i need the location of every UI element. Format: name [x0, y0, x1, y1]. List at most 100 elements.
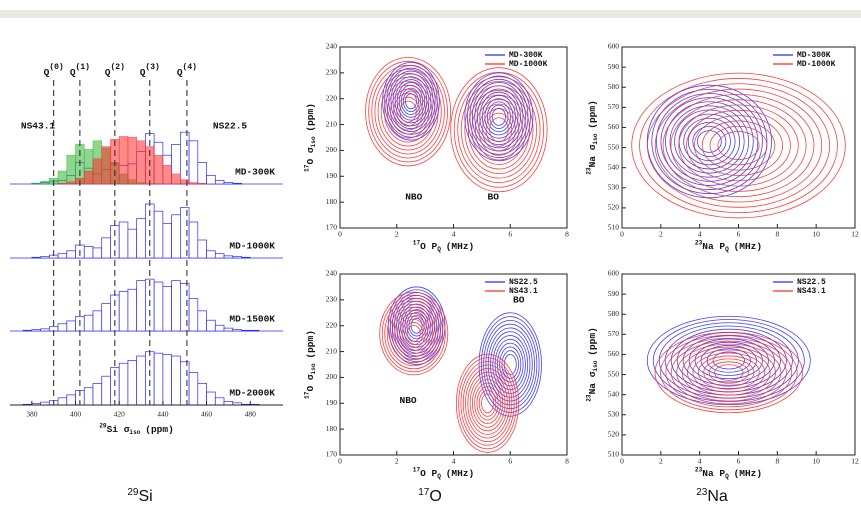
- contour-line: [491, 107, 506, 126]
- subscript: Q: [437, 245, 441, 252]
- x-tick-label: 12: [851, 230, 859, 239]
- annotation: NBO: [400, 395, 417, 406]
- contour-line: [489, 104, 509, 129]
- bar: [118, 221, 129, 259]
- contour-line: [374, 68, 442, 155]
- bar: [153, 281, 164, 332]
- label-base: Na σ: [587, 144, 598, 167]
- contour-line: [662, 93, 815, 198]
- x-tick-label: 8: [565, 230, 569, 239]
- y-tick-label: 510: [608, 223, 620, 232]
- contours: [646, 315, 811, 414]
- series-label: MD-2000K: [229, 388, 275, 399]
- overlay-bar: [66, 181, 76, 185]
- y-tick-label: 240: [326, 42, 338, 51]
- y-tick-label: 550: [608, 142, 620, 151]
- bar: [31, 329, 41, 332]
- contour-line: [696, 130, 722, 153]
- bar: [206, 175, 216, 185]
- contour-line: [646, 83, 831, 208]
- legend-label: MD-300K: [509, 51, 543, 60]
- contour-line: [660, 334, 798, 411]
- bar: [83, 246, 94, 259]
- bar: [171, 355, 181, 406]
- bar: [180, 207, 190, 259]
- x-tick-label: 6: [508, 230, 512, 239]
- x-tick-label: 440: [157, 410, 169, 419]
- legend-label: NS43.1: [509, 287, 538, 296]
- contour-line: [386, 300, 441, 367]
- label-base: Q: [105, 67, 111, 78]
- y-tick-label: 560: [608, 122, 620, 131]
- overlay-bar: [127, 136, 137, 185]
- contour-line: [475, 99, 523, 161]
- y-tick-label: 510: [608, 450, 620, 459]
- x-tick-label: 480: [245, 410, 257, 419]
- contour-line: [396, 312, 431, 355]
- overlay-bar: [188, 182, 199, 185]
- contour-line: [709, 125, 768, 166]
- axis-label: 17O PQ (MHz): [413, 239, 474, 252]
- superscript: (4): [183, 63, 197, 72]
- bar: [92, 247, 103, 259]
- contour-line: [503, 354, 517, 375]
- bar: [127, 360, 138, 406]
- contour-line: [478, 389, 497, 417]
- superscript: (2): [110, 63, 124, 72]
- bar: [57, 397, 68, 406]
- contour-line: [485, 112, 513, 147]
- contour-line: [687, 349, 771, 396]
- y-tick-label: 560: [608, 349, 620, 358]
- overlay-bar: [66, 154, 76, 185]
- reference-label: Q(2): [105, 63, 125, 77]
- overlay-bar: [57, 183, 68, 185]
- bar: [223, 401, 234, 406]
- contour-line: [400, 87, 421, 115]
- y-tick-label: 570: [608, 102, 620, 111]
- bar: [40, 256, 50, 259]
- contour-line: [489, 117, 509, 143]
- y-tick-label: 540: [608, 162, 620, 171]
- reference-label: Q(0): [44, 63, 64, 77]
- contour-line: [462, 364, 513, 443]
- bar: [22, 329, 33, 332]
- caption-base: Si: [138, 488, 152, 505]
- label-base: Na σ: [587, 371, 598, 394]
- x-tick-label: 2: [659, 230, 663, 239]
- contour-line: [708, 361, 749, 384]
- contour-line: [404, 309, 429, 343]
- label-base: Q: [44, 67, 50, 78]
- contour-line: [484, 98, 514, 136]
- overlay-bar: [57, 170, 68, 185]
- y-tick-label: 180: [326, 424, 338, 433]
- reference-label: Q(3): [140, 63, 160, 77]
- contour-line: [450, 67, 548, 193]
- superscript: 23: [585, 167, 592, 175]
- bar: [136, 218, 146, 259]
- y-tick-label: 580: [608, 309, 620, 318]
- contour-line: [467, 371, 508, 435]
- plot-frame: [621, 46, 856, 229]
- bar: [118, 362, 129, 406]
- x-tick-label: 4: [698, 457, 702, 466]
- y-tick-label: 190: [326, 398, 338, 407]
- contour-line: [655, 93, 763, 190]
- contour-line: [399, 100, 417, 123]
- annotation: BO: [488, 191, 500, 202]
- unit: (MHz): [446, 468, 475, 479]
- contour-line: [481, 95, 516, 139]
- contour-line: [401, 319, 426, 348]
- bar: [66, 320, 76, 332]
- superscript: 23: [585, 394, 592, 402]
- superscript: 23: [695, 466, 703, 473]
- contour-line: [377, 72, 439, 151]
- bar: [31, 256, 41, 259]
- contour-line: [384, 297, 444, 370]
- contour-line: [712, 351, 745, 370]
- subscript: iso: [129, 428, 140, 435]
- overlay-bar: [180, 179, 190, 185]
- superscript: 23: [696, 487, 708, 498]
- contour-line: [380, 76, 436, 147]
- contour-line: [466, 75, 531, 158]
